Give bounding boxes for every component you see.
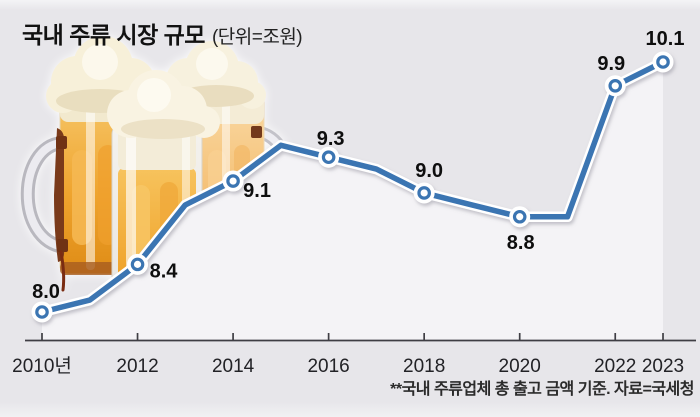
x-tick-label: 2012 — [116, 356, 158, 377]
x-tick-label: 2018 — [403, 356, 445, 377]
marker-halo — [31, 301, 53, 323]
marker-halo — [127, 253, 149, 275]
data-point-marker — [35, 305, 49, 319]
value-label: 8.0 — [32, 281, 60, 303]
x-tick-label: 2016 — [307, 356, 349, 377]
value-label: 10.1 — [646, 28, 685, 50]
beer-mug-left — [20, 36, 155, 292]
line-core — [39, 59, 666, 315]
chart-header: 국내 주류 시장 규모 (단위=조원) — [22, 16, 303, 50]
data-point-marker — [226, 174, 240, 188]
data-point-marker — [130, 257, 145, 272]
marker-halo — [413, 182, 435, 204]
data-point-marker — [417, 186, 431, 200]
source-footnote: **국내 주류업체 총 출고 금액 기준. 자료=국세청 — [390, 381, 694, 398]
data-point-marker — [656, 55, 670, 69]
line-series — [31, 51, 674, 323]
x-tick-label: 2020 — [499, 356, 541, 377]
marker-halo — [318, 146, 340, 168]
marker-halo — [652, 51, 674, 73]
data-point-marker — [608, 79, 623, 93]
x-tick-label: 2014 — [212, 356, 255, 377]
value-label: 9.1 — [243, 180, 271, 202]
data-point-marker — [512, 209, 527, 224]
marker-halo — [509, 206, 531, 228]
page-title: 국내 주류 시장 규모 — [22, 22, 205, 48]
area-fill — [42, 62, 663, 341]
value-label: 9.9 — [597, 53, 625, 75]
x-tick-label: 2010년 — [12, 355, 72, 377]
x-tick-label: 2023 — [642, 356, 684, 377]
value-label: 9.3 — [317, 128, 345, 150]
marker-halo — [222, 170, 244, 192]
value-label: 8.4 — [150, 260, 179, 282]
value-label: 8.8 — [507, 232, 535, 254]
unit-label: (단위=조원) — [211, 27, 303, 48]
data-point-marker — [321, 150, 336, 165]
x-tick-label: 2022 — [594, 356, 636, 377]
value-label: 9.0 — [415, 160, 443, 182]
marker-halo — [604, 75, 626, 97]
